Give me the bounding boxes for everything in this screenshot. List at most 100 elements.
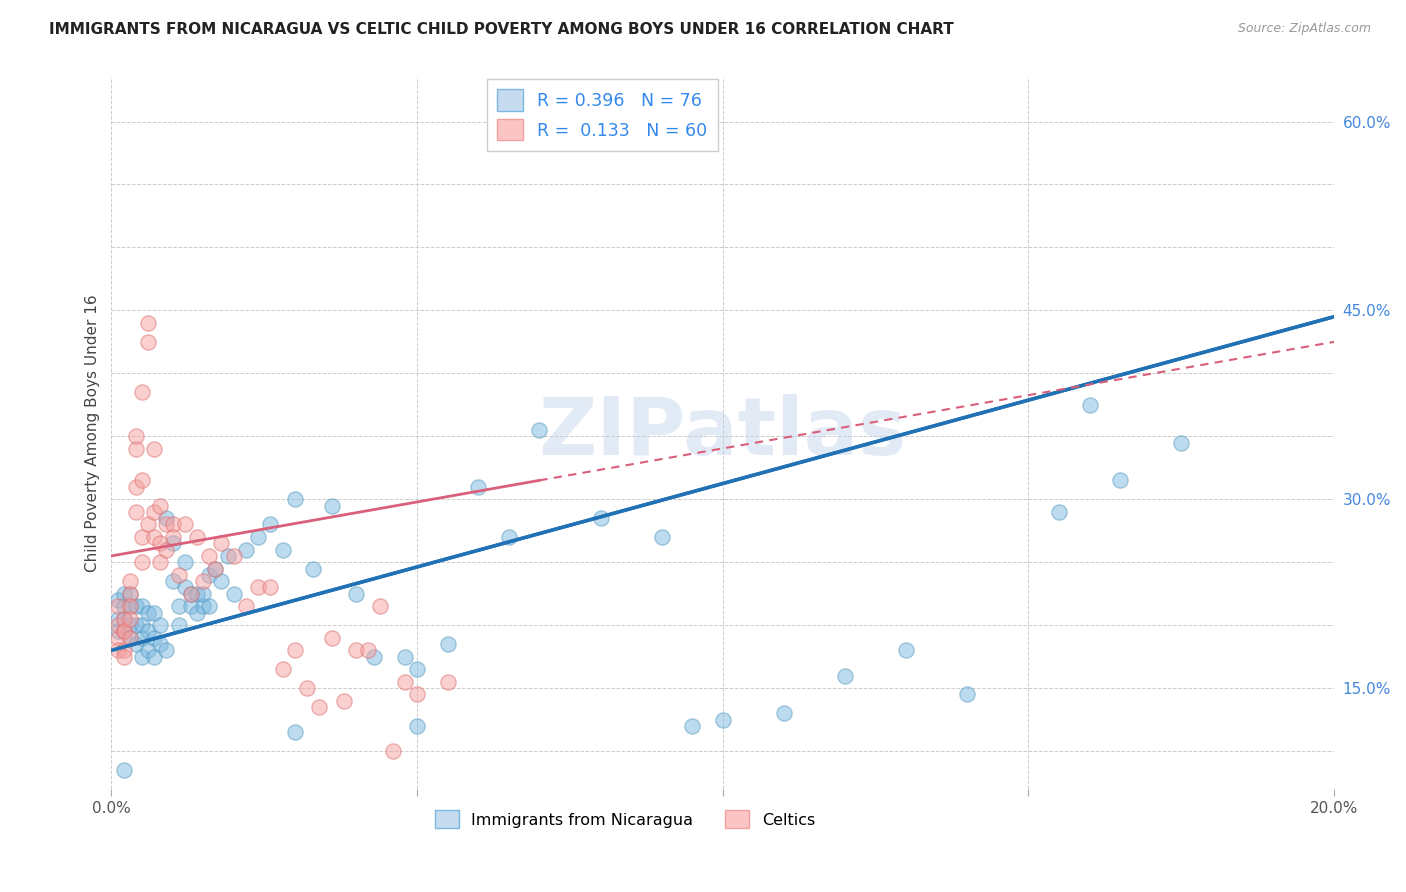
- Point: [394, 674, 416, 689]
- Point: [131, 599, 153, 614]
- Text: Source: ZipAtlas.com: Source: ZipAtlas.com: [1237, 22, 1371, 36]
- Point: [162, 574, 184, 588]
- Point: [284, 492, 307, 507]
- Point: [162, 530, 184, 544]
- Point: [180, 599, 202, 614]
- Point: [149, 618, 172, 632]
- Point: [131, 555, 153, 569]
- Point: [107, 631, 129, 645]
- Point: [284, 643, 307, 657]
- Point: [357, 643, 380, 657]
- Text: ZIPatlas: ZIPatlas: [538, 394, 907, 472]
- Point: [131, 530, 153, 544]
- Legend: Immigrants from Nicaragua, Celtics: Immigrants from Nicaragua, Celtics: [429, 804, 821, 834]
- Point: [186, 587, 208, 601]
- Point: [211, 536, 233, 550]
- Point: [136, 643, 159, 657]
- Point: [363, 649, 385, 664]
- Point: [143, 649, 166, 664]
- Point: [131, 631, 153, 645]
- Y-axis label: Child Poverty Among Boys Under 16: Child Poverty Among Boys Under 16: [86, 294, 100, 572]
- Text: IMMIGRANTS FROM NICARAGUA VS CELTIC CHILD POVERTY AMONG BOYS UNDER 16 CORRELATIO: IMMIGRANTS FROM NICARAGUA VS CELTIC CHIL…: [49, 22, 953, 37]
- Point: [136, 334, 159, 349]
- Point: [711, 713, 734, 727]
- Point: [204, 561, 226, 575]
- Point: [118, 618, 141, 632]
- Point: [112, 763, 135, 777]
- Point: [186, 530, 208, 544]
- Point: [112, 612, 135, 626]
- Point: [498, 530, 520, 544]
- Point: [321, 631, 343, 645]
- Point: [436, 637, 458, 651]
- Point: [112, 587, 135, 601]
- Point: [321, 499, 343, 513]
- Point: [1078, 398, 1101, 412]
- Point: [344, 643, 367, 657]
- Point: [118, 587, 141, 601]
- Point: [167, 618, 190, 632]
- Point: [302, 561, 325, 575]
- Point: [180, 587, 202, 601]
- Point: [125, 505, 148, 519]
- Point: [406, 688, 429, 702]
- Point: [131, 385, 153, 400]
- Point: [1109, 474, 1132, 488]
- Point: [143, 606, 166, 620]
- Point: [155, 643, 177, 657]
- Point: [1170, 435, 1192, 450]
- Point: [143, 631, 166, 645]
- Point: [125, 599, 148, 614]
- Point: [217, 549, 239, 563]
- Point: [107, 599, 129, 614]
- Point: [143, 530, 166, 544]
- Point: [180, 587, 202, 601]
- Point: [370, 599, 392, 614]
- Point: [118, 631, 141, 645]
- Point: [131, 474, 153, 488]
- Point: [394, 649, 416, 664]
- Point: [162, 517, 184, 532]
- Point: [118, 574, 141, 588]
- Point: [284, 725, 307, 739]
- Point: [247, 530, 270, 544]
- Point: [162, 536, 184, 550]
- Point: [118, 587, 141, 601]
- Point: [247, 581, 270, 595]
- Point: [173, 517, 195, 532]
- Point: [332, 694, 354, 708]
- Point: [143, 505, 166, 519]
- Point: [834, 668, 856, 682]
- Point: [107, 593, 129, 607]
- Point: [118, 599, 141, 614]
- Point: [896, 643, 918, 657]
- Point: [186, 606, 208, 620]
- Point: [198, 567, 221, 582]
- Point: [271, 542, 294, 557]
- Point: [125, 618, 148, 632]
- Point: [112, 612, 135, 626]
- Point: [149, 637, 172, 651]
- Point: [112, 649, 135, 664]
- Point: [131, 649, 153, 664]
- Point: [143, 442, 166, 456]
- Point: [136, 624, 159, 639]
- Point: [173, 555, 195, 569]
- Point: [112, 624, 135, 639]
- Point: [344, 587, 367, 601]
- Point: [204, 561, 226, 575]
- Point: [681, 719, 703, 733]
- Point: [191, 599, 214, 614]
- Point: [136, 316, 159, 330]
- Point: [112, 643, 135, 657]
- Point: [308, 700, 330, 714]
- Point: [956, 688, 979, 702]
- Point: [131, 618, 153, 632]
- Point: [107, 612, 129, 626]
- Point: [136, 606, 159, 620]
- Point: [1047, 505, 1070, 519]
- Point: [295, 681, 318, 695]
- Point: [259, 517, 281, 532]
- Point: [173, 581, 195, 595]
- Point: [529, 423, 551, 437]
